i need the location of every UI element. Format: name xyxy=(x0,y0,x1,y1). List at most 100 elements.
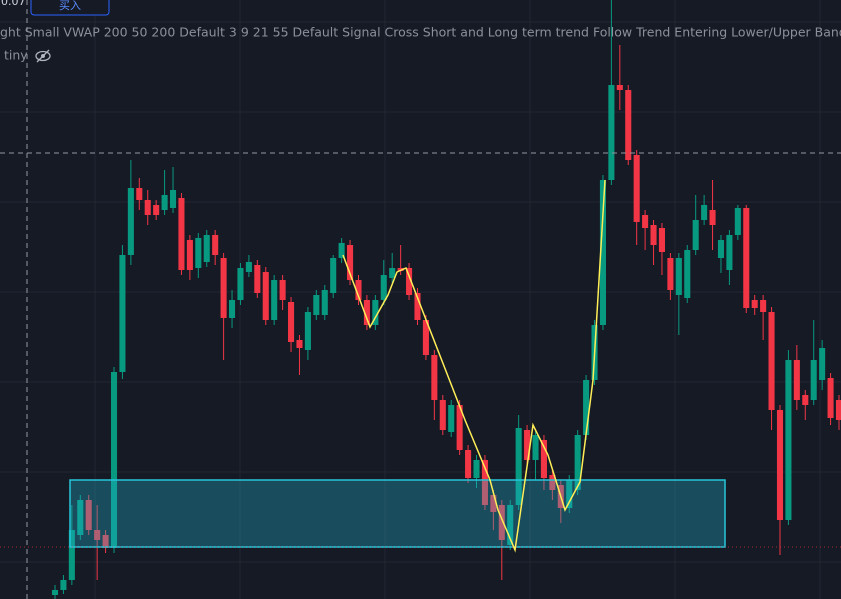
candle-body xyxy=(288,302,295,342)
candle-body xyxy=(734,208,741,235)
candle-body xyxy=(625,90,632,160)
candle-body xyxy=(608,85,615,180)
candle-body xyxy=(667,258,674,290)
candles xyxy=(51,0,841,599)
candle-body xyxy=(658,228,666,252)
candle-body xyxy=(389,268,396,278)
candle-body xyxy=(481,460,488,505)
zone-box xyxy=(69,479,726,548)
candle-body xyxy=(650,225,657,245)
candle-body xyxy=(675,258,682,295)
candle-body xyxy=(254,265,261,293)
candle-body xyxy=(616,85,623,90)
candle-body xyxy=(507,505,514,545)
candle-body xyxy=(760,300,767,312)
candle-body xyxy=(380,275,387,300)
candle-body xyxy=(642,215,649,228)
buy-button-label[interactable]: 买入 xyxy=(59,0,81,12)
candle-body xyxy=(127,188,134,255)
candle-body xyxy=(684,250,691,298)
candle-body xyxy=(701,205,708,220)
candle-body xyxy=(583,380,590,435)
candle-body xyxy=(279,280,286,300)
candle-body xyxy=(743,208,750,308)
candle-body xyxy=(692,220,699,250)
candle-body xyxy=(793,360,800,400)
candle-body xyxy=(717,240,725,258)
candle-body xyxy=(431,355,438,400)
candle-body xyxy=(186,240,193,270)
candle-body xyxy=(726,235,733,270)
candle-body xyxy=(819,348,826,380)
candle-body xyxy=(785,360,792,520)
candle-body xyxy=(524,430,531,460)
candle-body xyxy=(136,188,143,200)
candle-body xyxy=(245,262,252,272)
candle-body xyxy=(709,210,716,225)
candle-body xyxy=(810,360,817,400)
candle-body xyxy=(768,312,775,410)
candle-body xyxy=(102,535,109,548)
candle-body xyxy=(465,450,472,478)
candle-body xyxy=(178,198,185,270)
candle-body xyxy=(271,280,278,320)
candle-body xyxy=(119,255,126,372)
indicator-sub: tiny xyxy=(4,48,28,63)
candle-body xyxy=(414,293,421,320)
candle-body xyxy=(802,395,809,405)
candle-body xyxy=(439,400,446,430)
candle-body xyxy=(490,495,497,512)
candle-body xyxy=(422,320,429,355)
candle-body xyxy=(633,155,640,222)
candle-body xyxy=(355,280,362,300)
candle-body xyxy=(599,180,606,325)
price-label: 0.07 xyxy=(1,0,26,8)
candle-body xyxy=(296,340,303,348)
buy-button[interactable] xyxy=(30,0,110,16)
candle-body xyxy=(51,590,59,595)
candle-body xyxy=(313,295,320,315)
candle-body xyxy=(448,405,455,432)
candle-body xyxy=(363,300,370,325)
candle-body xyxy=(751,300,758,308)
candle-body xyxy=(406,268,413,295)
candle-body xyxy=(498,505,505,540)
indicator-text: ght Small VWAP 200 50 200 Default 3 9 21… xyxy=(0,25,841,40)
candle-body xyxy=(372,300,379,325)
candle-body xyxy=(835,400,841,420)
candle-body xyxy=(515,428,522,505)
candle-body xyxy=(169,190,177,208)
candle-body xyxy=(397,268,404,271)
candle-body xyxy=(566,480,573,508)
candle-body xyxy=(153,205,160,215)
candle-body xyxy=(212,235,219,255)
candle-body xyxy=(347,245,354,280)
candle-body xyxy=(321,290,328,315)
candle-body xyxy=(540,440,547,478)
candle-body xyxy=(827,378,834,418)
candle-body xyxy=(304,312,311,350)
candle-body xyxy=(94,530,101,540)
candle-body xyxy=(456,405,463,450)
candle-body xyxy=(195,238,202,268)
candle-body xyxy=(85,500,92,530)
candle-body xyxy=(68,530,75,580)
candle-body xyxy=(338,243,345,258)
candle-body xyxy=(110,372,118,548)
candle-body xyxy=(549,475,556,490)
candle-body xyxy=(60,580,67,590)
candle-body xyxy=(161,195,168,210)
candle-body xyxy=(237,268,244,300)
hide-icon[interactable] xyxy=(35,49,51,63)
candle-body xyxy=(473,460,480,478)
candle-body xyxy=(228,300,236,318)
candle-body xyxy=(532,435,539,460)
candle-body xyxy=(203,235,210,262)
candle-body xyxy=(776,410,784,520)
candle-body xyxy=(77,500,84,535)
candle-body xyxy=(220,258,227,318)
candle-body xyxy=(574,435,581,490)
candle-body xyxy=(144,200,151,215)
